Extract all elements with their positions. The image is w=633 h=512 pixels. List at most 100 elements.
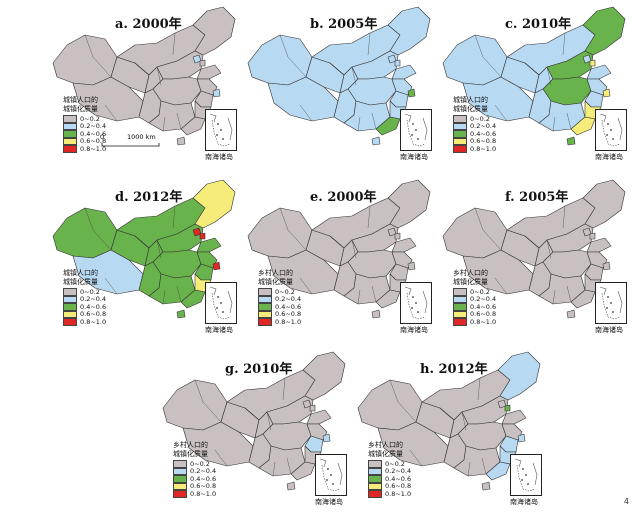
province-ne bbox=[387, 179, 431, 229]
internal-boundary bbox=[140, 92, 146, 110]
province-hn bbox=[481, 481, 491, 491]
legend-label: 0.2~0.4 bbox=[470, 122, 497, 130]
china-choropleth-map bbox=[52, 179, 236, 319]
province-tj bbox=[394, 59, 401, 67]
south-china-sea-inset bbox=[595, 109, 627, 151]
legend-item: 0.8~1.0 bbox=[453, 318, 496, 326]
legend-label: 0.6~0.8 bbox=[190, 482, 217, 490]
province-xj bbox=[247, 207, 313, 259]
legend-swatch bbox=[63, 303, 77, 311]
china-choropleth-map bbox=[357, 351, 541, 491]
internal-boundary bbox=[389, 379, 417, 423]
legend-label: 0.2~0.4 bbox=[470, 295, 497, 303]
province-gd bbox=[290, 461, 316, 481]
province-sd bbox=[391, 64, 417, 80]
internal-boundary bbox=[552, 289, 556, 305]
legend-swatch bbox=[258, 318, 272, 326]
province-xj bbox=[52, 34, 118, 86]
legend-swatch bbox=[368, 460, 382, 468]
map-legend: 城镇人口的 城镇化质量 0~0.2 0.2~0.4 0.4~0.6 0.6~0.8 0.8~… bbox=[453, 97, 496, 153]
inset-map bbox=[404, 113, 428, 147]
map-panel-f: f. 2005年 乡村人口的 城镇化质量 0~0.2 0.2~0.4 0.4~0.6 0.6… bbox=[435, 178, 633, 338]
legend-swatch bbox=[453, 318, 467, 326]
internal-boundary bbox=[546, 66, 552, 86]
province-sd bbox=[586, 237, 612, 253]
legend-title: 乡村人口的 bbox=[453, 269, 488, 277]
legend-title: 乡村人口的 bbox=[258, 269, 293, 277]
legend-item: 0.6~0.8 bbox=[368, 482, 411, 490]
legend-swatch bbox=[63, 137, 77, 145]
internal-boundary bbox=[162, 289, 166, 305]
legend-item: 0~0.2 bbox=[453, 115, 496, 123]
panel-title: h. 2012年 bbox=[420, 362, 488, 377]
map-panel-e: e. 2000年 乡村人口的 城镇化质量 0~0.2 0.2~0.4 0.4~0.6 0.6… bbox=[240, 178, 445, 338]
province-xj bbox=[442, 207, 508, 259]
province-sh bbox=[322, 433, 331, 443]
legend-swatch bbox=[63, 130, 77, 138]
province-ne bbox=[582, 6, 626, 56]
legend-item: 0~0.2 bbox=[453, 288, 496, 296]
legend-label: 0.8~1.0 bbox=[470, 317, 497, 326]
province-south bbox=[453, 445, 501, 477]
province-tj bbox=[309, 404, 316, 412]
legend-item: 0~0.2 bbox=[63, 288, 106, 296]
inset-map bbox=[209, 286, 233, 320]
legend-label: 0~0.2 bbox=[385, 459, 405, 468]
legend-item: 0~0.2 bbox=[368, 460, 411, 468]
internal-boundary bbox=[140, 265, 146, 283]
province-xj bbox=[162, 379, 228, 431]
internal-boundary bbox=[367, 32, 371, 56]
province-hn bbox=[371, 309, 381, 319]
internal-boundary bbox=[494, 104, 508, 122]
province-gd bbox=[485, 461, 511, 481]
legend-label: 0.2~0.4 bbox=[80, 295, 107, 303]
map-legend: 乡村人口的 城镇化质量 0~0.2 0.2~0.4 0.4~0.6 0.6~0.8 0.8~… bbox=[453, 270, 496, 326]
legend-label: 0.4~0.6 bbox=[385, 474, 412, 483]
legend-item: 0.4~0.6 bbox=[368, 475, 411, 483]
internal-boundary bbox=[461, 411, 467, 431]
legend-item: 0.8~1.0 bbox=[453, 145, 496, 153]
inset-map bbox=[599, 113, 623, 147]
legend-item: 0.8~1.0 bbox=[258, 318, 301, 326]
internal-boundary bbox=[282, 377, 286, 401]
legend-label: 0.4~0.6 bbox=[275, 302, 302, 311]
legend-title: 乡村人口的 bbox=[368, 441, 403, 449]
province-ne bbox=[192, 6, 236, 56]
legend-item: 0.6~0.8 bbox=[453, 310, 496, 318]
scale-zero: 0 bbox=[100, 133, 105, 141]
legend-swatch bbox=[258, 288, 272, 296]
province-ne bbox=[582, 179, 626, 229]
internal-boundary bbox=[272, 461, 276, 477]
internal-boundary bbox=[562, 205, 566, 229]
province-sh bbox=[212, 261, 221, 271]
internal-boundary bbox=[335, 92, 341, 110]
internal-boundary bbox=[194, 379, 222, 423]
china-choropleth-map bbox=[52, 6, 236, 146]
map-panel-a: a. 2000年 城镇人口的 城镇化质量 0~0.2 0.2~0.4 0.4~0.6 0.6… bbox=[45, 5, 250, 165]
china-choropleth-map bbox=[247, 6, 431, 146]
legend-label: 0.8~1.0 bbox=[80, 317, 107, 326]
legend-swatch bbox=[453, 137, 467, 145]
legend-item: 0~0.2 bbox=[63, 115, 106, 123]
province-hn bbox=[566, 136, 576, 146]
legend-label: 0.8~1.0 bbox=[190, 489, 217, 498]
legend-title: 城镇人口的 bbox=[453, 96, 488, 104]
legend-item: 0.4~0.6 bbox=[63, 303, 106, 311]
legend-swatch bbox=[63, 288, 77, 296]
legend-label: 0.6~0.8 bbox=[80, 137, 107, 145]
province-south bbox=[343, 100, 391, 132]
internal-boundary bbox=[156, 239, 162, 259]
province-ne bbox=[192, 179, 236, 229]
legend-swatch bbox=[368, 467, 382, 475]
page-number: 4 bbox=[623, 497, 629, 506]
legend-item: 0.8~1.0 bbox=[368, 490, 411, 498]
internal-boundary bbox=[162, 116, 166, 132]
province-sh bbox=[212, 88, 221, 98]
legend-label: 0.4~0.6 bbox=[80, 302, 107, 311]
legend-swatch bbox=[63, 122, 77, 130]
internal-boundary bbox=[371, 112, 377, 130]
map-panel-g: g. 2010年 乡村人口的 城镇化质量 0~0.2 0.2~0.4 0.4~0.6 0.6… bbox=[155, 350, 360, 510]
map-legend: 乡村人口的 城镇化质量 0~0.2 0.2~0.4 0.4~0.6 0.6~0.8 0.8~… bbox=[368, 442, 411, 498]
legend-swatch bbox=[453, 295, 467, 303]
province-sh bbox=[602, 88, 611, 98]
